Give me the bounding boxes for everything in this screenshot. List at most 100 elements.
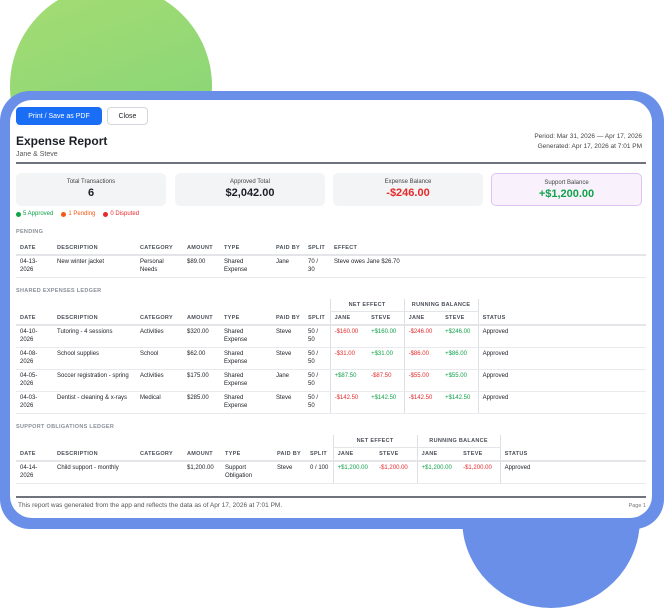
table-row: 04-03-2026 Dentist - cleaning & x-rays Med… — [16, 391, 646, 414]
table-cell: +$55.00 — [441, 369, 479, 392]
support-section-title: SUPPORT OBLIGATIONS LEDGER — [16, 424, 115, 430]
table-cell: Jane — [272, 255, 304, 278]
column-header: SPLIT — [304, 311, 331, 326]
column-header: DESCRIPTION — [53, 311, 136, 326]
column-header: DATE — [16, 242, 53, 256]
table-cell: 50 / 50 — [304, 369, 331, 392]
approved-dot-icon — [16, 211, 21, 217]
table-row: 04-05-2026 Soccer registration - spring Ac… — [16, 369, 646, 392]
table-cell: +$86.00 — [441, 347, 479, 370]
column-header: PAID BY — [273, 447, 306, 462]
print-save-pdf-button[interactable]: Print / Save as PDF — [16, 107, 102, 125]
column-header: AMOUNT — [183, 242, 220, 256]
column-header: AMOUNT — [183, 447, 221, 462]
table-cell: 04-08-2026 — [16, 347, 53, 370]
table-cell: 0 / 100 — [306, 461, 334, 484]
column-header: AMOUNT — [183, 311, 220, 326]
table-cell: Approved — [477, 391, 646, 414]
table-cell: 04-13-2026 — [16, 255, 53, 278]
table-cell: Steve owes Jane $26.70 — [330, 255, 646, 278]
table-cell: 50 / 50 — [304, 347, 331, 370]
table-cell: 04-10-2026 — [16, 325, 53, 348]
table-cell: Soccer registration - spring — [53, 369, 136, 392]
table-cell: Shared Expense — [220, 255, 272, 278]
column-header: DATE — [16, 447, 53, 462]
table-cell: $62.00 — [183, 347, 220, 370]
column-header: SPLIT — [306, 447, 334, 462]
table-cell: -$55.00 — [403, 369, 442, 392]
column-header: SPLIT — [304, 242, 330, 256]
table-cell: Shared Expense — [220, 369, 272, 392]
legend-approved-label: 5 Approved — [23, 211, 54, 217]
table-cell: 50 / 50 — [304, 391, 331, 414]
table-cell: Dentist - cleaning & x-rays — [53, 391, 136, 414]
table-cell: Shared Expense — [220, 347, 272, 370]
running-balance-header: RUNNING BALANCE — [403, 299, 479, 312]
status-legend: 5 Approved 1 Pending 0 Disputed — [16, 211, 139, 217]
table-row: 04-10-2026 Tutoring - 4 sessions Activitie… — [16, 325, 646, 348]
table-cell: Activities — [136, 325, 183, 348]
close-button[interactable]: Close — [107, 107, 148, 125]
table-cell: 04-05-2026 — [16, 369, 53, 392]
legend-disputed-label: 0 Disputed — [110, 211, 140, 217]
table-cell: 70 / 30 — [304, 255, 330, 278]
table-cell: Approved — [477, 325, 646, 348]
net-effect-header: NET EFFECT — [332, 435, 418, 448]
table-cell: +$1,200.00 — [416, 461, 460, 484]
table-cell: +$142.50 — [441, 391, 479, 414]
table-cell: +$160.00 — [367, 325, 405, 348]
shared-section-title: SHARED EXPENSES LEDGER — [16, 288, 102, 294]
stat-total-transactions: Total Transactions 6 — [16, 173, 166, 206]
stat-approved-total: Approved Total $2,042.00 — [175, 173, 325, 206]
column-header: PAID BY — [272, 242, 304, 256]
column-header: STEVE — [375, 447, 418, 462]
report-period: Period: Mar 31, 2026 — Apr 17, 2026 — [534, 133, 642, 140]
table-cell: 50 / 50 — [304, 325, 331, 348]
column-header: CATEGORY — [136, 311, 183, 326]
column-header: PAID BY — [272, 311, 304, 326]
table-cell: Tutoring - 4 sessions — [53, 325, 136, 348]
legend-pending: 1 Pending — [61, 211, 95, 217]
table-cell: Medical — [136, 391, 183, 414]
table-cell: +$142.50 — [367, 391, 405, 414]
table-cell: +$87.50 — [329, 369, 368, 392]
table-cell: 04-03-2026 — [16, 391, 53, 414]
column-header: DATE — [16, 311, 53, 326]
table-row: 04-08-2026 School supplies School $62.00 Sha… — [16, 347, 646, 370]
pending-section-title: PENDING — [16, 229, 44, 235]
footer-note: This report was generated from the app a… — [18, 502, 283, 509]
table-cell: Approved — [477, 369, 646, 392]
column-header: TYPE — [220, 311, 272, 326]
table-cell: School — [136, 347, 183, 370]
table-cell: Shared Expense — [220, 325, 272, 348]
table-cell: $320.00 — [183, 325, 220, 348]
stat-expense-balance: Expense Balance -$246.00 — [333, 173, 483, 206]
column-header: JANE — [332, 447, 376, 462]
column-header: TYPE — [220, 242, 272, 256]
column-header: CATEGORY — [136, 447, 183, 462]
legend-approved: 5 Approved — [16, 211, 53, 217]
column-header: STATUS — [499, 447, 646, 462]
table-cell: $1,200.00 — [183, 461, 221, 484]
table-cell: -$160.00 — [329, 325, 368, 348]
table-cell: Steve — [272, 325, 304, 348]
table-cell: 04-14-2026 — [16, 461, 53, 484]
table-cell: New winter jacket — [53, 255, 136, 278]
table-cell: -$1,200.00 — [459, 461, 501, 484]
table-cell: Support Obligation — [221, 461, 273, 484]
table-cell: -$31.00 — [329, 347, 368, 370]
table-cell: Steve — [272, 391, 304, 414]
table-cell: -$246.00 — [403, 325, 442, 348]
footer-divider — [16, 496, 646, 498]
table-cell: Approved — [499, 461, 646, 484]
table-cell: -$142.50 — [403, 391, 442, 414]
column-header: JANE — [403, 311, 442, 326]
running-balance-header: RUNNING BALANCE — [416, 435, 501, 448]
table-cell: School supplies — [53, 347, 136, 370]
column-header: STEVE — [441, 311, 479, 326]
table-cell: -$142.50 — [329, 391, 368, 414]
divider — [16, 162, 646, 164]
column-header: STATUS — [477, 311, 646, 326]
table-row: 04-14-2026 Child support - monthly $1,200.… — [16, 461, 646, 484]
report-generated: Generated: Apr 17, 2026 at 7:01 PM — [537, 143, 642, 150]
